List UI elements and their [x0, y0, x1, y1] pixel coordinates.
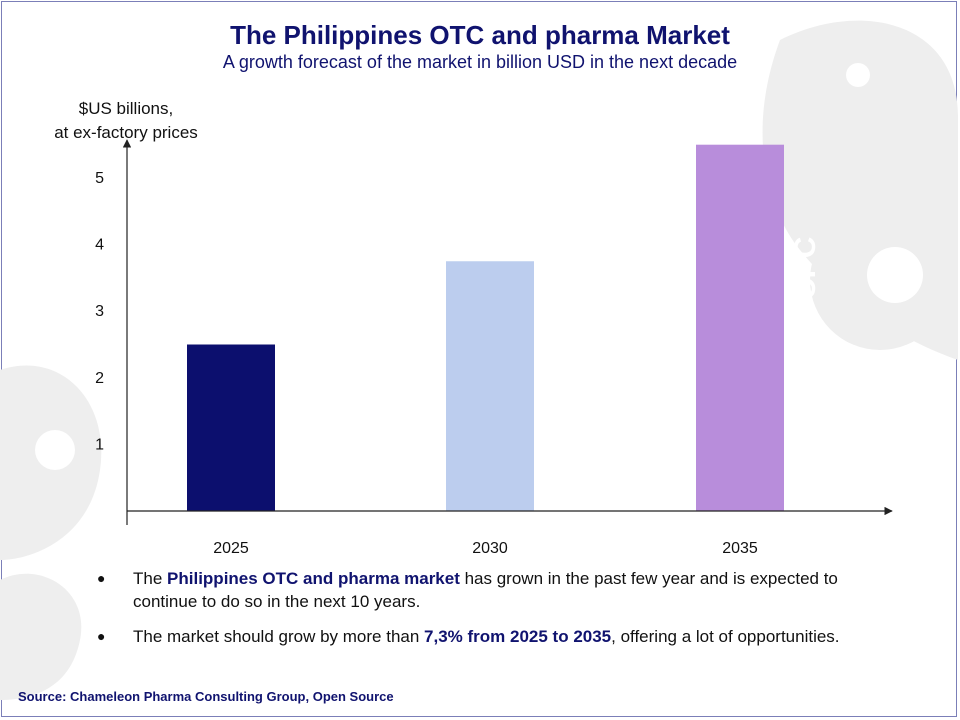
bullet-highlight: 7,3% from 2025 to 2035 — [424, 627, 612, 646]
bullet-item: ● The market should grow by more than 7,… — [95, 625, 885, 648]
y-axis-unit-line1: $US billions, — [78, 99, 174, 118]
bullet-item: ● The Philippines OTC and pharma market … — [95, 567, 885, 613]
x-tick-label: 2030 — [472, 540, 508, 557]
bullet-dot-icon: ● — [97, 628, 106, 644]
bar-2025 — [187, 344, 275, 511]
y-tick-label: 3 — [95, 303, 104, 320]
y-tick-label: 4 — [95, 237, 104, 254]
x-tick-label: 2025 — [213, 540, 249, 557]
bullet-dot-icon: ● — [97, 570, 106, 586]
bullet-text: The — [133, 569, 168, 588]
bullet-text: has grown in the past few year and is ex… — [133, 569, 838, 611]
bar-2030 — [446, 261, 534, 511]
y-tick-label: 5 — [95, 170, 104, 187]
bullet-text: The market should grow by more than — [133, 627, 425, 646]
source-note: Source: Chameleon Pharma Consulting Grou… — [18, 689, 394, 704]
chart-title: The Philippines OTC and pharma Market — [230, 20, 730, 50]
bar-2035 — [696, 144, 784, 511]
bullet-highlight: Philippines OTC and pharma market — [167, 569, 460, 588]
y-tick-label: 2 — [95, 370, 104, 387]
x-tick-label: 2035 — [722, 540, 758, 557]
y-axis-unit-label: $US billions, at ex-factory prices — [20, 97, 232, 145]
watermark-text: CPC — [789, 237, 822, 300]
bullet-list: ● The Philippines OTC and pharma market … — [95, 567, 885, 660]
chart-subtitle: A growth forecast of the market in billi… — [222, 52, 738, 72]
bullet-text: , offering a lot of opportunities. — [611, 627, 840, 646]
y-axis-unit-line2: at ex-factory prices — [54, 123, 198, 142]
y-tick-label: 1 — [95, 436, 104, 453]
